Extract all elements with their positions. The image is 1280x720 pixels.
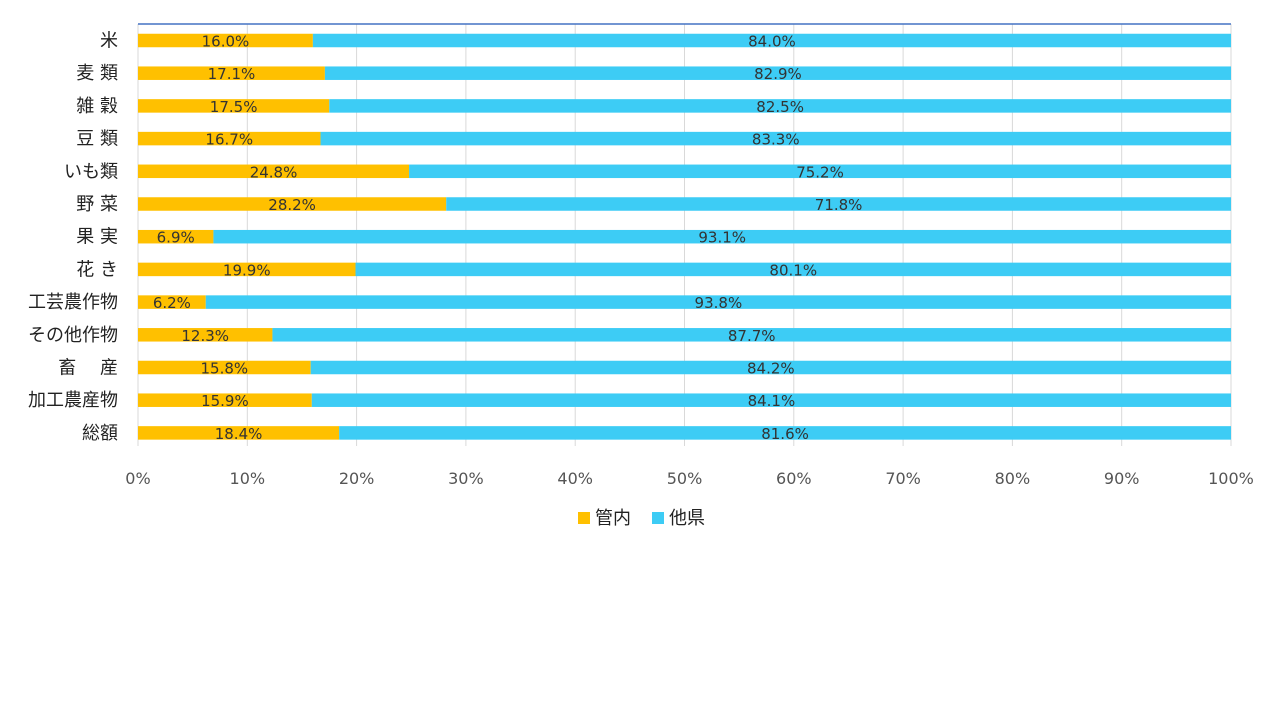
- data-label: 83.3%: [752, 131, 800, 149]
- bar-taken: [312, 33, 1231, 48]
- bar-taken: [446, 197, 1231, 211]
- data-label: 84.0%: [748, 33, 796, 51]
- x-tick-label: 40%: [557, 469, 593, 488]
- bar-kannai: [138, 328, 273, 342]
- bar-taken: [205, 295, 1232, 309]
- x-tick-label: 60%: [776, 469, 812, 488]
- legend: 管内 他県: [578, 508, 705, 529]
- category-label: 総額: [82, 423, 118, 444]
- data-label: 6.2%: [153, 294, 191, 312]
- data-label: 12.3%: [181, 327, 229, 345]
- x-tick-label: 20%: [339, 469, 375, 488]
- data-label: 82.5%: [756, 98, 804, 116]
- bar-kannai: [138, 295, 206, 309]
- bar-taken: [355, 262, 1232, 277]
- tick-labels: 0% 10% 20% 30% 40% 50% 60% 70% 80% 90% 100%: [125, 469, 1254, 488]
- category-label: 畜 産: [58, 358, 118, 379]
- bar-kannai: [138, 229, 214, 244]
- data-label: 24.8%: [250, 163, 298, 181]
- legend-label: 管内: [595, 508, 631, 529]
- data-label: 18.4%: [215, 425, 263, 443]
- data-label: 28.2%: [268, 196, 316, 214]
- data-label: 93.8%: [695, 294, 743, 312]
- bars: 16.0% 84.0% 17.1% 82.9% 17.5% 82.5% 16.7% 83.3%…: [138, 33, 1232, 443]
- bar-taken: [310, 360, 1232, 375]
- x-tick-label: 10%: [230, 469, 266, 488]
- category-label: 加工農産物: [28, 390, 118, 411]
- x-tick-label: 100%: [1208, 469, 1254, 488]
- category-label: 野 菜: [76, 194, 118, 215]
- legend-label: 他県: [669, 508, 705, 529]
- x-tick-label: 90%: [1104, 469, 1140, 488]
- legend-swatch: [652, 512, 664, 524]
- data-label: 19.9%: [223, 261, 271, 279]
- bar-kannai: [138, 197, 447, 211]
- data-label: 80.1%: [769, 261, 817, 279]
- x-tick-label: 0%: [125, 469, 150, 488]
- bar-kannai: [138, 426, 340, 440]
- data-label: 17.5%: [210, 98, 258, 116]
- bar-kannai: [138, 99, 330, 113]
- bar-taken: [339, 426, 1231, 440]
- x-tick-label: 50%: [667, 469, 703, 488]
- legend-swatch: [578, 512, 590, 524]
- data-label: 6.9%: [157, 229, 195, 247]
- bar-kannai: [138, 164, 410, 179]
- bar-taken: [311, 393, 1231, 407]
- bar-taken: [329, 99, 1231, 113]
- data-label: 17.1%: [208, 65, 256, 83]
- data-label: 84.1%: [748, 392, 796, 410]
- data-label: 16.7%: [205, 131, 253, 149]
- data-label: 93.1%: [698, 229, 746, 247]
- bar-kannai: [138, 360, 311, 375]
- category-label: 雑 穀: [76, 96, 118, 117]
- data-label: 71.8%: [815, 196, 863, 214]
- x-tick-label: 70%: [885, 469, 921, 488]
- bar-kannai: [138, 262, 356, 277]
- data-label: 75.2%: [796, 163, 844, 181]
- bar-taken: [213, 229, 1232, 244]
- category-label: その他作物: [28, 325, 118, 346]
- bar-taken: [320, 131, 1231, 146]
- category-label: 工芸農作物: [28, 292, 118, 313]
- bar-taken: [409, 164, 1232, 179]
- category-label: 豆 類: [76, 129, 118, 150]
- bar-taken: [324, 66, 1231, 80]
- data-label: 81.6%: [761, 425, 809, 443]
- category-label: いも類: [64, 161, 118, 182]
- data-label: 15.8%: [201, 360, 249, 378]
- bar-kannai: [138, 393, 312, 407]
- bar-kannai: [138, 33, 313, 48]
- data-label: 16.0%: [202, 33, 250, 51]
- category-label: 米: [100, 31, 118, 52]
- data-label: 15.9%: [201, 392, 249, 410]
- data-label: 84.2%: [747, 360, 795, 378]
- category-label: 果 実: [76, 227, 118, 248]
- bar-kannai: [138, 66, 325, 80]
- bar-taken: [272, 328, 1232, 342]
- x-tick-label: 80%: [995, 469, 1031, 488]
- category-label: 花 き: [76, 259, 118, 280]
- data-label: 82.9%: [754, 65, 802, 83]
- bar-kannai: [138, 131, 321, 146]
- category-label: 麦 類: [76, 63, 118, 84]
- data-label: 87.7%: [728, 327, 776, 345]
- x-tick-label: 30%: [448, 469, 484, 488]
